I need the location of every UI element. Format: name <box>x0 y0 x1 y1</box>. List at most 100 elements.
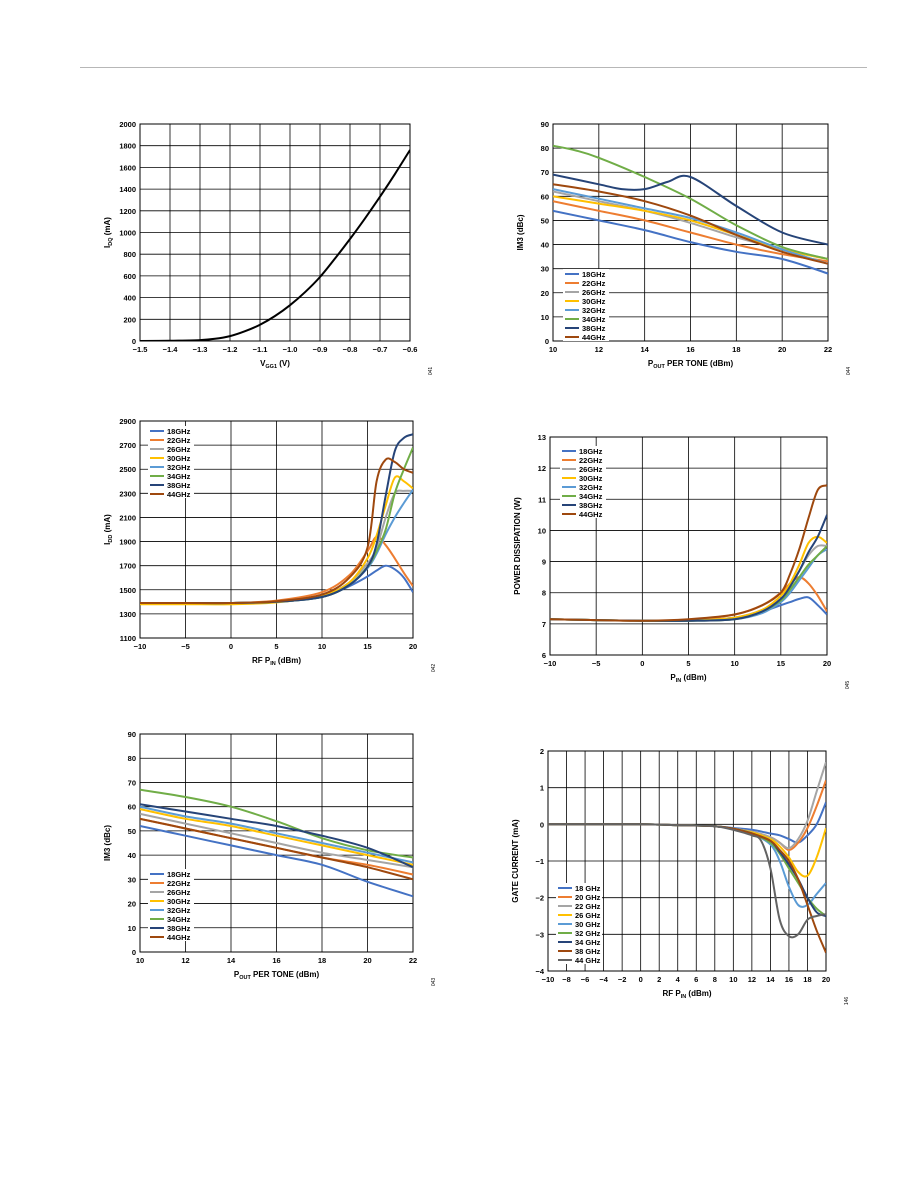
x-axis-label: POUT PER TONE (dBm) <box>648 359 734 370</box>
chart-idd-vs-pin: −10 −5 0 5 10 15 20 1100 1300 1500 1700 1900 2100 230… <box>103 417 437 672</box>
y-tick-label: 40 <box>541 241 549 250</box>
legend-label: 22GHz <box>167 879 191 888</box>
x-axis-label-main: RF P <box>662 989 681 998</box>
y-tick-label: 800 <box>123 250 136 259</box>
legend-label: 34GHz <box>582 315 606 324</box>
x-tick-label: 0 <box>640 659 644 668</box>
x-tick-label: 12 <box>181 956 189 965</box>
x-axis-label-sub: IN <box>676 678 682 684</box>
x-tick-label: 20 <box>823 659 831 668</box>
x-tick-label: 16 <box>785 975 793 984</box>
y-tick-label: 1800 <box>119 142 136 151</box>
series-line <box>550 484 827 622</box>
figure-code: 045 <box>845 681 851 690</box>
y-tick-label: 200 <box>123 315 136 324</box>
y-tick-label: 12 <box>538 464 546 473</box>
x-tick-label: 8 <box>713 975 717 984</box>
legend-bg <box>560 455 606 464</box>
legend-bg <box>560 500 606 509</box>
series-line <box>140 475 413 606</box>
series-line <box>548 801 826 844</box>
y-axis-label: IM3 (dBc) <box>516 214 525 250</box>
y-axis-label: IM3 (dBc) <box>103 825 112 861</box>
x-axis-label-tail: PER TONE (dBm) <box>251 970 320 979</box>
legend-bg <box>560 473 606 482</box>
legend-label: 22GHz <box>579 456 603 465</box>
legend-label: 34 GHz <box>575 938 601 947</box>
x-tick-label: −10 <box>134 642 147 651</box>
y-tick-label: 70 <box>541 168 549 177</box>
y-tick-label: 400 <box>123 294 136 303</box>
x-axis-label: RF PIN (dBm) <box>662 989 711 1000</box>
legend-label: 32GHz <box>167 906 191 915</box>
y-tick-label: 10 <box>128 924 136 933</box>
x-tick-label: −0.6 <box>403 345 418 354</box>
legend-bg <box>148 444 194 453</box>
legend-bg <box>148 878 194 887</box>
y-tick-label: 2900 <box>119 417 136 426</box>
x-tick-label: 0 <box>639 975 643 984</box>
y-tick-label: 80 <box>128 754 136 763</box>
legend-label: 34GHz <box>579 492 603 501</box>
legend-bg <box>560 464 606 473</box>
plot-frame <box>547 750 827 972</box>
y-tick-label: 1500 <box>119 586 136 595</box>
x-axis-label: VGG1 (V) <box>260 359 290 370</box>
legend-label: 18GHz <box>579 447 603 456</box>
legend-label: 34GHz <box>167 472 191 481</box>
legend-bg <box>563 296 609 305</box>
y-axis-label-main: I <box>103 543 112 545</box>
figure-code: 041 <box>428 367 434 376</box>
x-tick-label: 20 <box>778 345 786 354</box>
y-tick-label: 2000 <box>119 120 136 129</box>
y-tick-label: 40 <box>128 851 136 860</box>
legend-label: 30GHz <box>582 297 606 306</box>
legend-label: 18 GHz <box>575 884 601 893</box>
legend-bg <box>148 905 194 914</box>
legend-bg <box>560 509 606 518</box>
x-tick-label: 2 <box>657 975 661 984</box>
series-line <box>553 188 828 265</box>
legend-bg <box>560 482 606 491</box>
x-tick-label: −1.2 <box>223 345 238 354</box>
y-tick-label: 50 <box>128 827 136 836</box>
legend-label: 22GHz <box>582 279 606 288</box>
legend-label: 32 GHz <box>575 929 601 938</box>
x-axis-label-tail: (dBm) <box>681 673 707 682</box>
x-tick-label: −0.9 <box>313 345 328 354</box>
x-tick-label: 0 <box>229 642 233 651</box>
legend-label: 44GHz <box>167 933 191 942</box>
legend-bg <box>560 446 606 455</box>
legend-bg <box>556 901 602 910</box>
legend-bg <box>148 435 194 444</box>
legend-bg <box>148 471 194 480</box>
x-tick-label: −1.4 <box>163 345 179 354</box>
figure-code: 146 <box>844 997 850 1006</box>
y-tick-label: 1 <box>540 784 544 793</box>
legend-label: 18GHz <box>167 870 191 879</box>
legend-bg <box>556 928 602 937</box>
legend-bg <box>563 305 609 314</box>
y-tick-label: 6 <box>542 651 546 660</box>
legend-label: 22GHz <box>167 436 191 445</box>
series-line <box>140 457 413 605</box>
y-tick-label: 600 <box>123 272 136 281</box>
x-tick-label: 18 <box>732 345 740 354</box>
y-tick-label: 1700 <box>119 562 136 571</box>
legend-bg <box>556 919 602 928</box>
series-line <box>140 788 413 859</box>
x-axis-label-main: P <box>648 359 654 368</box>
x-tick-label: 14 <box>227 956 236 965</box>
series-line <box>140 808 413 866</box>
x-tick-label: 20 <box>363 956 371 965</box>
x-tick-label: 20 <box>822 975 830 984</box>
legend-label: 26 GHz <box>575 911 601 920</box>
legend-label: 26GHz <box>167 445 191 454</box>
x-tick-label: −5 <box>592 659 601 668</box>
y-axis-label-tail: (mA) <box>103 514 112 535</box>
legend-label: 30 GHz <box>575 920 601 929</box>
figure-code: 044 <box>846 367 852 376</box>
legend-label: 30GHz <box>579 474 603 483</box>
y-tick-label: 30 <box>541 265 549 274</box>
